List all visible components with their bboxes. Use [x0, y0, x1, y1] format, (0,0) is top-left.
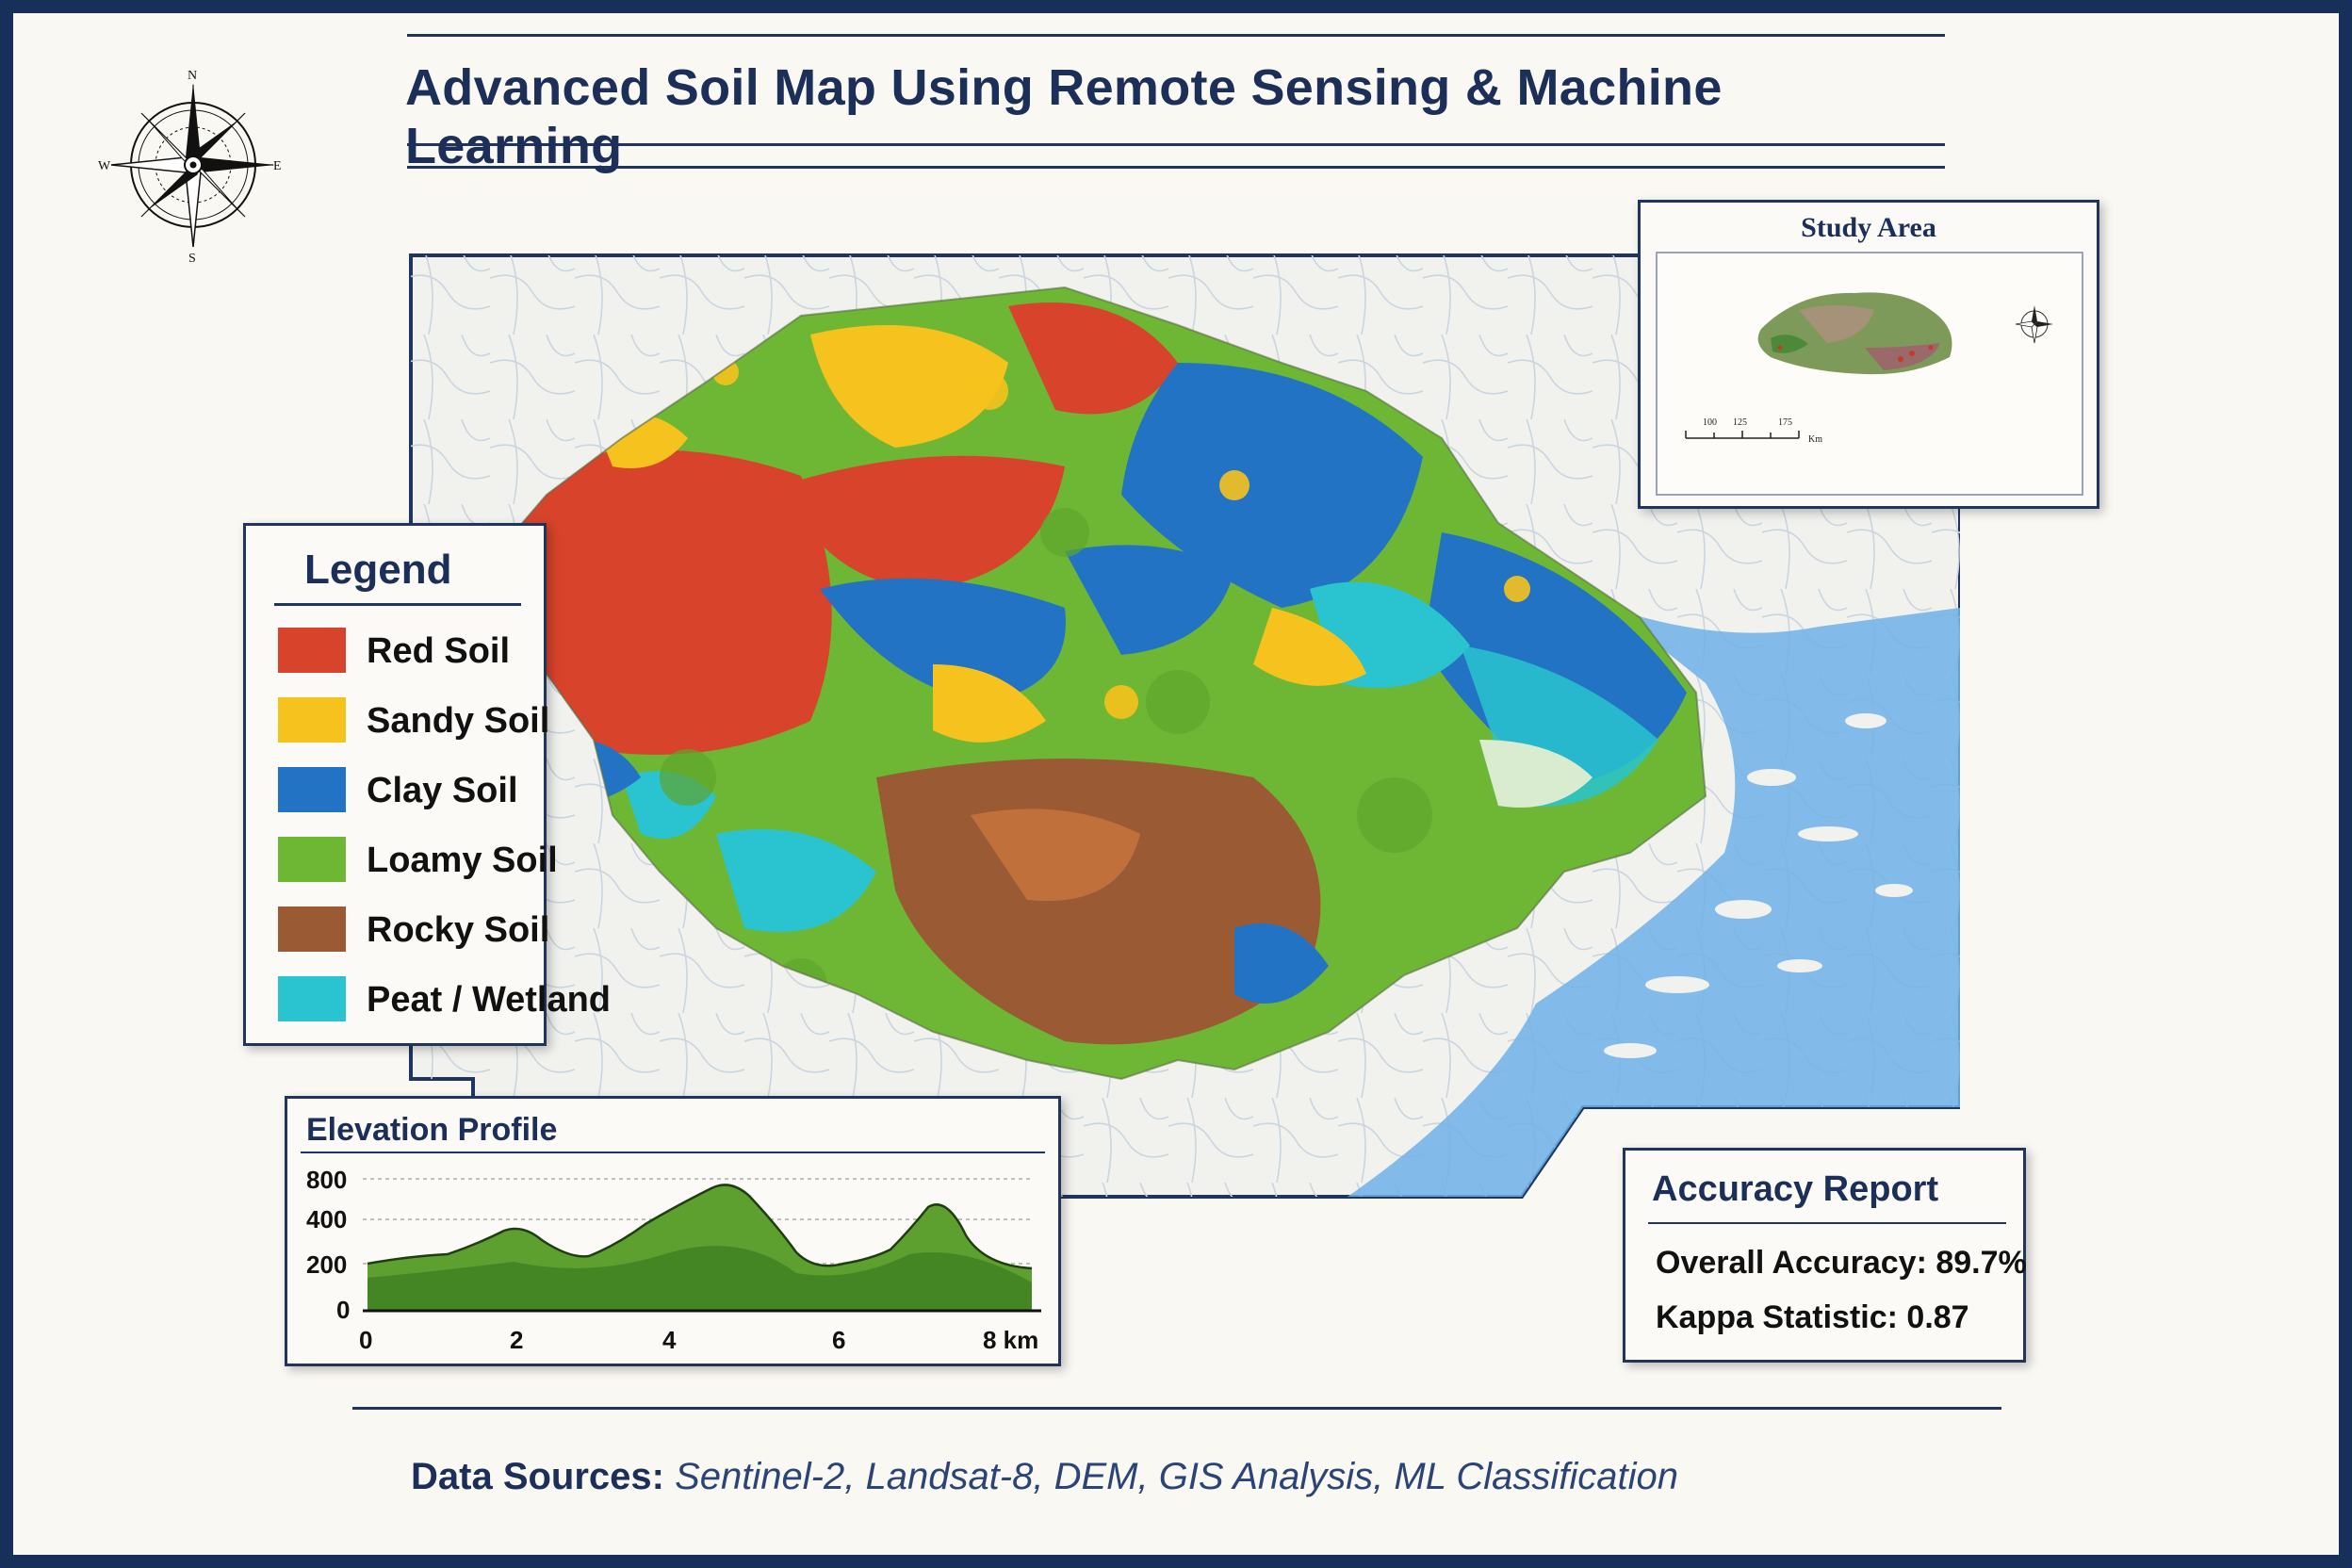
compass-rose-icon: N S E W [98, 69, 282, 264]
x-tick-4: 4 [662, 1326, 677, 1354]
elevation-profile-chart: 800 400 200 0 0 2 4 6 8 km [306, 1166, 1041, 1354]
elevation-profile-rule [301, 1152, 1045, 1153]
scale-unit: Km [1808, 434, 1822, 445]
compass-s: S [188, 252, 196, 264]
overall-accuracy-label: Overall Accuracy: [1656, 1245, 1927, 1281]
data-sources-value: Sentinel-2, Landsat-8, DEM, GIS Analysis… [675, 1456, 1679, 1497]
legend-swatch-rocky-soil [278, 906, 346, 952]
legend-label: Rocky Soil [367, 910, 550, 950]
page-title: Advanced Soil Map Using Remote Sensing &… [405, 59, 1723, 174]
elevation-profile-title: Elevation Profile [306, 1112, 558, 1148]
x-tick-8km: 8 km [983, 1326, 1038, 1354]
x-tick-0: 0 [359, 1326, 372, 1354]
accuracy-report-title: Accuracy Report [1652, 1169, 1939, 1209]
kappa-statistic-label: Kappa Statistic: [1656, 1299, 1898, 1335]
compass-n: N [188, 69, 197, 83]
scale-tick-100: 100 [1703, 417, 1717, 428]
title-rule-bottom-2 [407, 166, 1945, 169]
compass-e: E [273, 159, 282, 173]
compass-w: W [98, 159, 111, 173]
study-area-title: Study Area [1801, 212, 1936, 243]
legend-item-sandy-soil: Sandy Soil [278, 697, 551, 746]
legend-item-red-soil: Red Soil [278, 628, 551, 677]
data-sources-label: Data Sources: [411, 1456, 664, 1497]
legend-swatch-red-soil [278, 628, 346, 673]
soil-map[interactable] [405, 250, 1960, 1206]
y-tick-400: 400 [306, 1205, 347, 1233]
legend-label: Loamy Soil [367, 841, 558, 880]
overall-accuracy: Overall Accuracy: 89.7% [1656, 1245, 2027, 1282]
title-rule-top [407, 34, 1945, 37]
accuracy-report-rule [1648, 1222, 2006, 1224]
data-sources: Data Sources: Sentinel-2, Landsat-8, DEM… [411, 1456, 1678, 1498]
study-area-inset-svg: 100 125 175 Km [1685, 292, 2053, 445]
inset-compass-icon [2015, 305, 2053, 344]
accuracy-report-panel: Accuracy Report Overall Accuracy: 89.7% … [1623, 1148, 2027, 1363]
legend-item-clay-soil: Clay Soil [278, 767, 551, 816]
legend-rule [274, 603, 521, 606]
legend-label: Red Soil [367, 631, 511, 671]
elevation-profile-panel: Elevation Profile 800 400 200 0 0 2 4 6 … [285, 1096, 1061, 1366]
legend-item-rocky-soil: Rocky Soil [278, 906, 551, 956]
x-tick-2: 2 [510, 1326, 523, 1354]
legend-swatch-peat-wetland [278, 976, 346, 1021]
overall-accuracy-value: 89.7% [1936, 1245, 2027, 1281]
kappa-statistic-value: 0.87 [1906, 1299, 1969, 1335]
legend-swatch-loamy-soil [278, 837, 346, 882]
legend-item-loamy-soil: Loamy Soil [278, 837, 558, 886]
legend-label: Peat / Wetland [367, 980, 612, 1020]
legend-label: Sandy Soil [367, 701, 550, 741]
legend-item-peat-wetland: Peat / Wetland [278, 976, 611, 1025]
kappa-statistic: Kappa Statistic: 0.87 [1656, 1299, 1969, 1336]
scale-tick-125: 125 [1733, 417, 1747, 428]
y-tick-800: 800 [306, 1166, 347, 1194]
y-tick-0: 0 [336, 1296, 350, 1324]
x-tick-6: 6 [832, 1326, 845, 1354]
legend-panel: Legend Red Soil Sandy Soil Clay Soil Loa… [243, 523, 611, 1046]
study-area-panel: Study Area 100 125 [1638, 200, 2099, 509]
scale-tick-175: 175 [1778, 417, 1792, 428]
title-rule-bottom-1 [407, 143, 1945, 146]
legend-swatch-clay-soil [278, 767, 346, 812]
y-tick-200: 200 [306, 1250, 347, 1279]
legend-title: Legend [304, 547, 452, 593]
legend-swatch-sandy-soil [278, 697, 346, 743]
study-area-inset-map: 100 125 175 Km [1656, 252, 2083, 496]
legend-label: Clay Soil [367, 771, 518, 810]
footer-rule [352, 1407, 2001, 1410]
